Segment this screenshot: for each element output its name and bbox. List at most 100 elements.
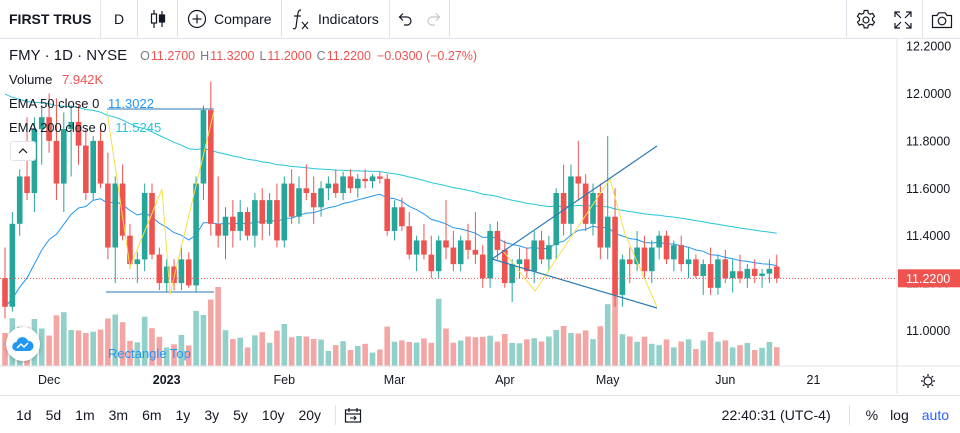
candle (222, 207, 229, 260)
range-button-6m[interactable]: 6m (142, 406, 162, 423)
range-button-10y[interactable]: 10y (261, 406, 285, 423)
volume-bar (185, 345, 192, 366)
candle (428, 235, 435, 279)
candle (112, 176, 119, 284)
range-button-5d[interactable]: 5d (45, 406, 62, 423)
volume-bar (266, 342, 273, 366)
bottom-separator (335, 404, 337, 425)
volume-bar (274, 330, 280, 366)
volume-bar (340, 341, 346, 366)
undo-icon[interactable] (397, 12, 413, 26)
price-tick-label: 11.8000 (906, 134, 950, 148)
symbol-search-button[interactable]: FIRST TRUS (0, 0, 101, 39)
trendline-upper[interactable] (491, 145, 658, 260)
candle (193, 176, 199, 293)
range-button-1m[interactable]: 1m (75, 406, 95, 423)
candle (626, 247, 633, 284)
symbol-label: FIRST TRUS (9, 11, 92, 27)
time-axis-ticks[interactable]: Dec 2023 Feb Mar Apr May Jun 21 (38, 373, 821, 387)
range-button-3m[interactable]: 3m (108, 406, 129, 423)
candle (722, 249, 729, 284)
legend-collapse-button[interactable] (10, 141, 36, 161)
legend-main-row: FMY · 1D · NYSE O 11.2700 H 11.3200 L 11.20… (9, 47, 477, 64)
range-button-5y[interactable]: 5y (233, 406, 248, 423)
legend-volume-row[interactable]: Volume 7.942K (9, 72, 103, 87)
candle (369, 174, 376, 189)
cloud-logo-icon (12, 337, 34, 352)
volume-bar (450, 342, 457, 366)
date-range-calendar-icon[interactable] (344, 407, 362, 423)
time-tick-label: 2023 (153, 373, 181, 387)
auto-scale-toggle[interactable]: auto (921, 407, 949, 423)
volume-bar (479, 336, 486, 366)
volume-bar (641, 336, 648, 366)
candle (568, 164, 574, 236)
chart-area[interactable]: 12.2000 12.0000 11.8000 11.6000 11.4000 11.20… (0, 39, 960, 394)
candle (83, 129, 89, 201)
volume-bar (244, 347, 251, 366)
settings-button[interactable] (846, 0, 884, 39)
legend-high: 11.3200 (210, 49, 255, 63)
candle (127, 223, 133, 269)
clock-timezone[interactable]: 22:40:31 (UTC-4) (721, 407, 831, 423)
volume-bar (428, 342, 435, 366)
ema-lines (4, 93, 777, 308)
volume-bar (230, 339, 236, 366)
candle (149, 183, 155, 260)
legend-ema200-value: 11.5245 (115, 120, 162, 135)
zigzag-pattern-2[interactable] (502, 177, 658, 308)
candle (531, 230, 537, 284)
volume-bar (237, 337, 243, 366)
candle (391, 200, 398, 241)
candle (9, 211, 16, 312)
candle (685, 247, 692, 279)
drawings[interactable] (106, 108, 658, 309)
volume-bar (149, 328, 155, 366)
indicators-button[interactable]: Indicators (282, 0, 390, 39)
redo-icon[interactable] (426, 12, 442, 26)
volume-bar (678, 341, 684, 366)
legend-close-label: C (316, 49, 326, 63)
time-axis-settings-icon[interactable] (921, 374, 935, 388)
zigzag-pattern-1[interactable] (106, 110, 215, 295)
trendline-lower[interactable] (491, 258, 658, 309)
legend-ema200-row[interactable]: EMA 200 close 0 11.5245 (9, 120, 161, 135)
legend-low: 11.2000 (267, 49, 312, 63)
volume-bar (332, 345, 339, 366)
legend-ema50-row[interactable]: EMA 50 close 0 11.3022 (9, 96, 154, 111)
chevron-up-icon (18, 148, 28, 154)
candle (421, 223, 427, 260)
candle (693, 254, 699, 279)
tradingview-logo[interactable] (6, 327, 40, 361)
volume-bar (626, 336, 633, 366)
chart-type-button[interactable] (138, 0, 178, 39)
candle (134, 252, 141, 284)
percent-scale-toggle[interactable]: % (848, 405, 878, 425)
volume-bar (384, 326, 390, 366)
indicators-label: Indicators (318, 11, 379, 27)
candle (656, 230, 662, 260)
volume-bar (759, 347, 765, 366)
volume-bar (685, 339, 692, 366)
candle (612, 188, 618, 307)
range-button-20y[interactable]: 20y (298, 406, 322, 423)
range-button-1d[interactable]: 1d (16, 406, 32, 423)
range-button-3y[interactable]: 3y (204, 406, 220, 423)
volume-bar (700, 340, 707, 366)
price-chart[interactable]: 12.2000 12.0000 11.8000 11.6000 11.4000 11.20… (0, 39, 960, 394)
legend-symbol: FMY · 1D · NYSE (9, 47, 128, 64)
volume-bar (318, 339, 324, 366)
log-scale-toggle[interactable]: log (890, 407, 909, 423)
ema50-line (4, 193, 777, 308)
candle (582, 174, 589, 231)
range-button-1y[interactable]: 1y (175, 406, 191, 423)
volume-bar (435, 298, 442, 366)
drawing-label[interactable]: Rectangle Top (108, 346, 191, 361)
candle (472, 211, 479, 265)
candle (509, 259, 515, 303)
screenshot-button[interactable] (922, 0, 960, 39)
price-axis-ticks[interactable]: 12.200012.000011.800011.600011.400011.20… (906, 40, 951, 338)
interval-button[interactable]: D (101, 0, 138, 39)
compare-button[interactable]: Compare (178, 0, 282, 39)
fullscreen-button[interactable] (884, 0, 922, 39)
